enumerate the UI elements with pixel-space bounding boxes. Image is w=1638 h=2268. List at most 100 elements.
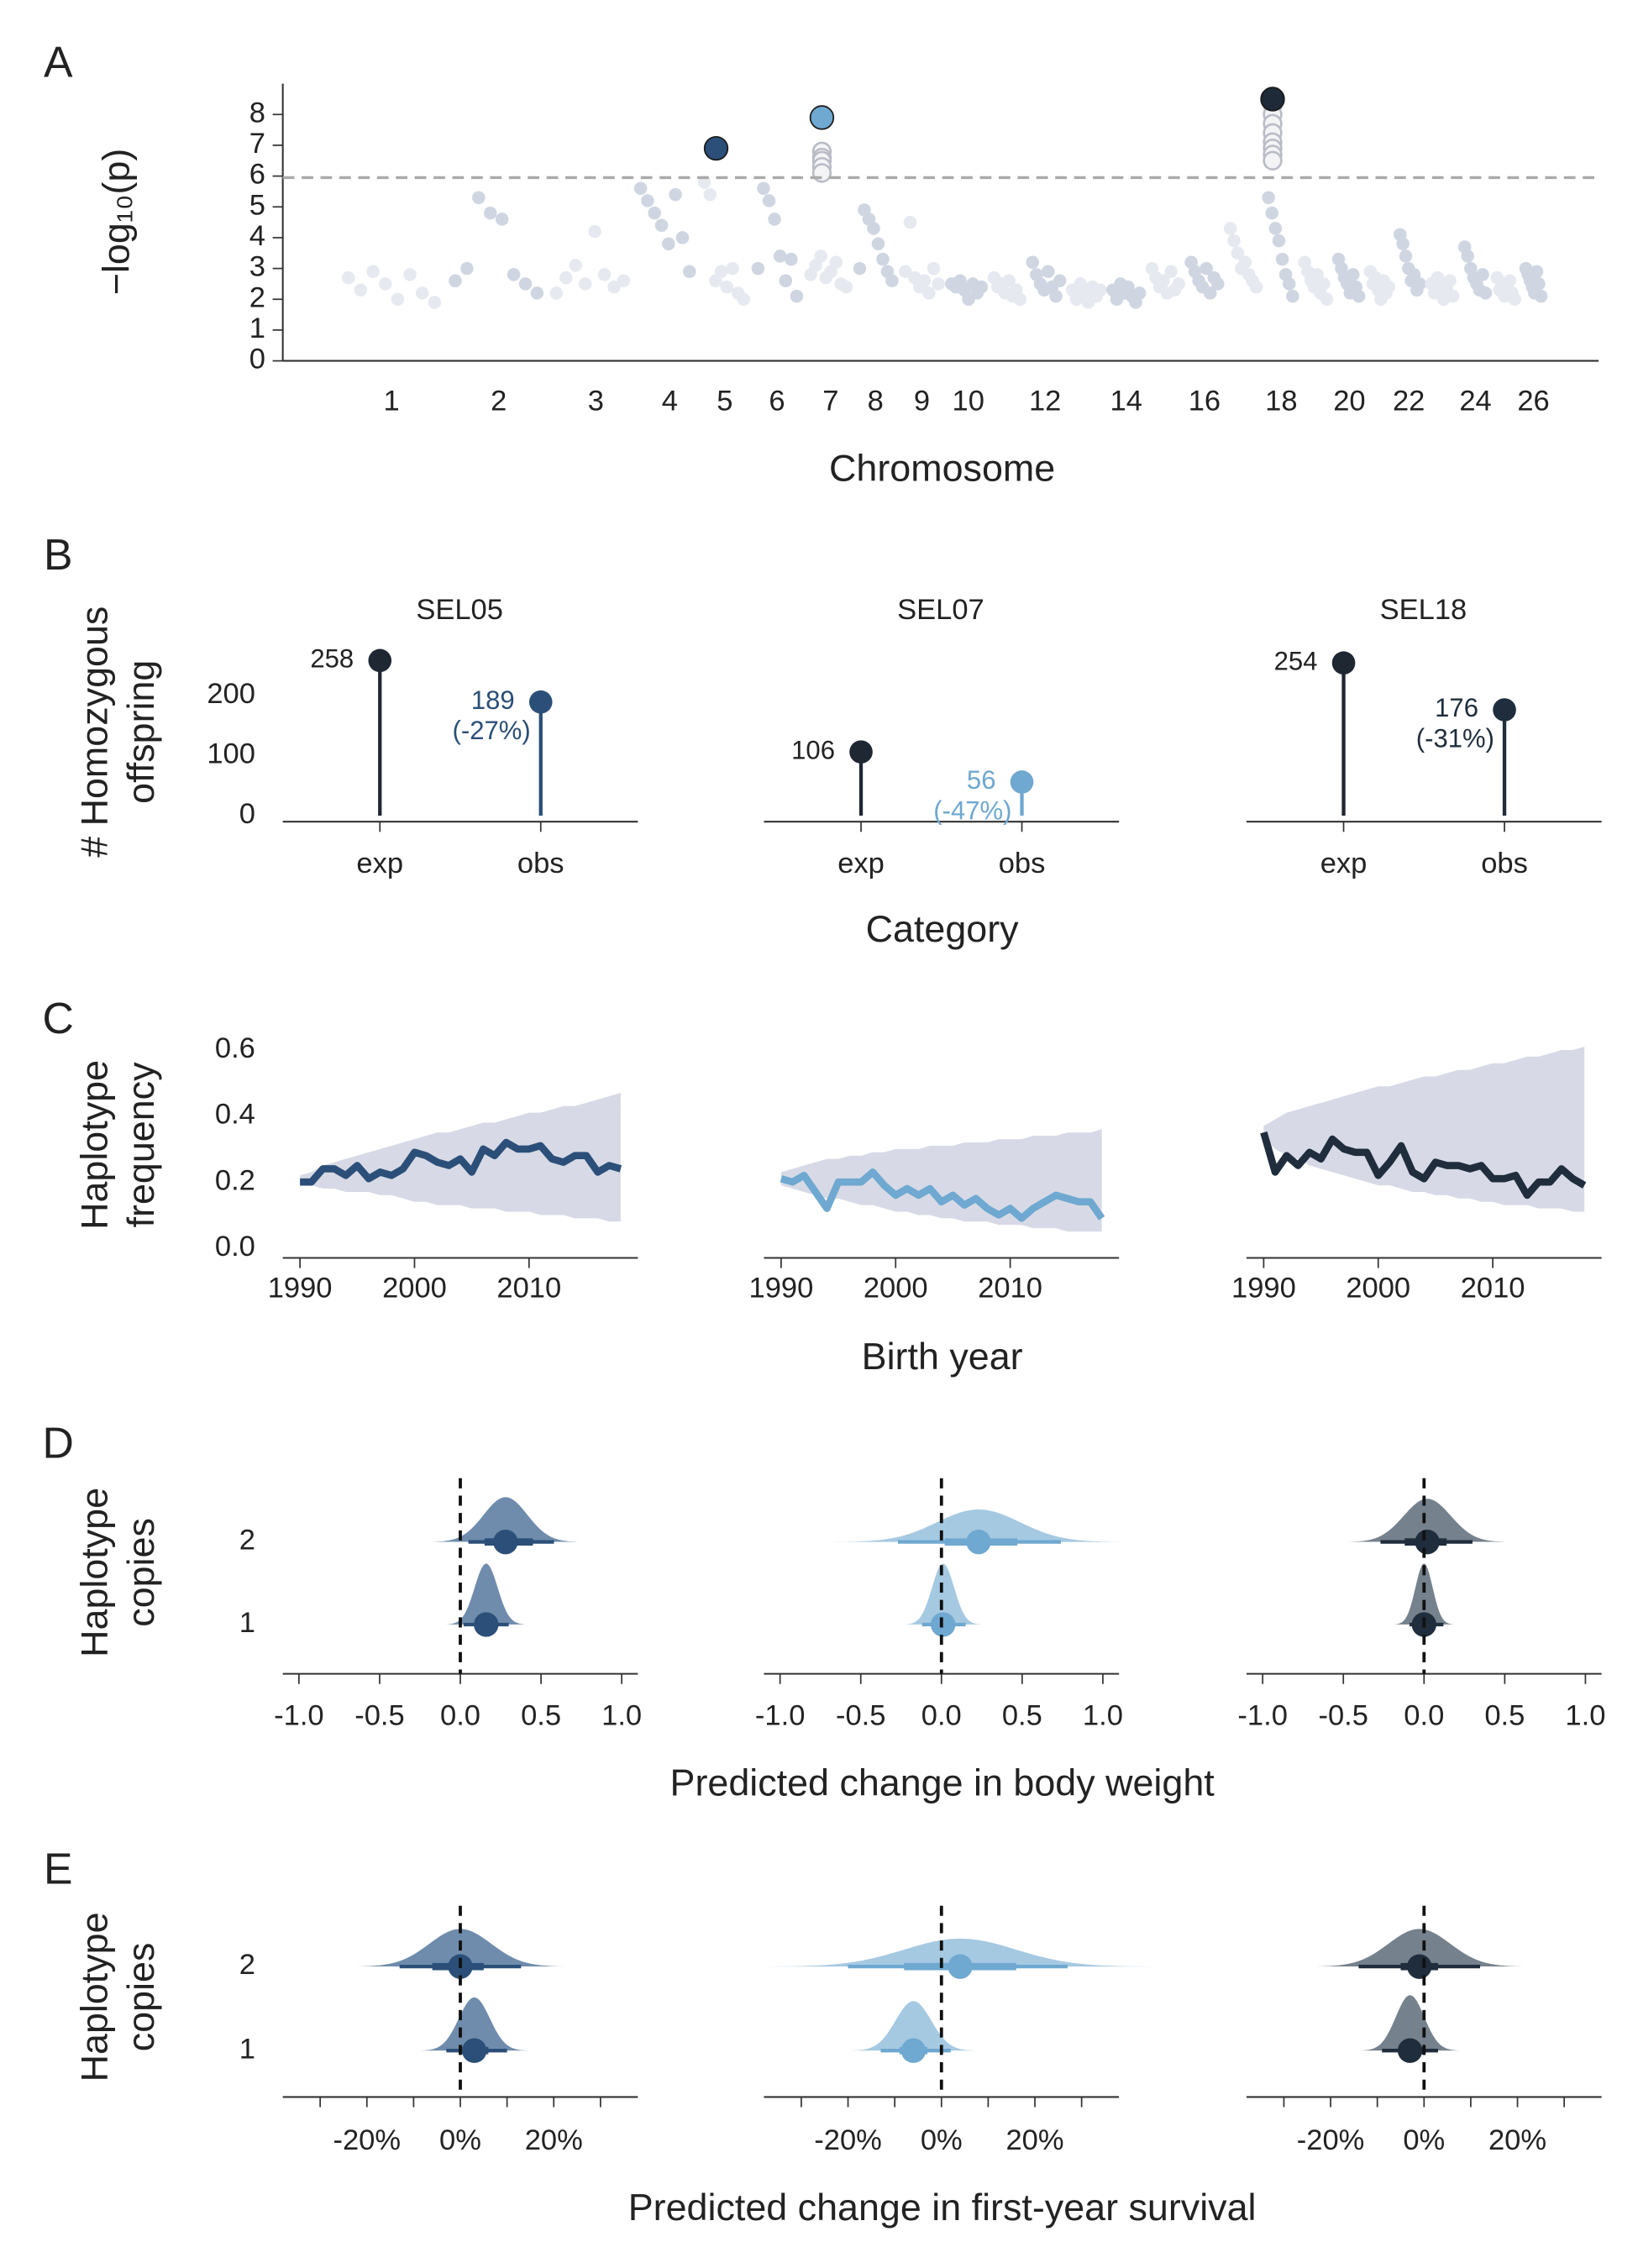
snp-point bbox=[460, 261, 474, 276]
snp-point bbox=[1249, 280, 1263, 294]
snp-point bbox=[675, 231, 690, 244]
frequency-line bbox=[780, 1168, 1105, 1222]
x-tick-label: exp bbox=[356, 848, 403, 879]
point-estimate bbox=[1407, 1954, 1432, 1979]
snp-point bbox=[607, 280, 621, 294]
snp-point bbox=[714, 265, 728, 279]
snp-point bbox=[507, 268, 521, 281]
posterior-density bbox=[1310, 1929, 1528, 1967]
change-label: (-47%) bbox=[933, 795, 1011, 825]
point-estimate bbox=[931, 1612, 956, 1637]
snp-point bbox=[726, 261, 739, 276]
snp-point bbox=[785, 252, 798, 266]
snp-point bbox=[1053, 274, 1067, 288]
x-tick-label: 9 bbox=[914, 386, 930, 417]
x-tick-label: 2010 bbox=[978, 1273, 1042, 1305]
x-tick-label: 26 bbox=[1517, 386, 1549, 417]
y-tick-label: 0.0 bbox=[215, 1231, 255, 1263]
x-tick-label: 2000 bbox=[1346, 1273, 1410, 1305]
snp-point bbox=[903, 215, 917, 229]
snp-point bbox=[597, 268, 612, 281]
snp-point bbox=[495, 213, 509, 226]
x-tick-label: 2010 bbox=[1461, 1273, 1525, 1305]
y-tick-label: 1 bbox=[249, 312, 265, 344]
snp-point bbox=[1310, 268, 1324, 281]
snp-point bbox=[1094, 283, 1107, 297]
snp-point bbox=[669, 187, 682, 202]
x-tick-label: 1.0 bbox=[1083, 1700, 1123, 1732]
x-tick-label: 12 bbox=[1029, 386, 1061, 417]
posterior-density bbox=[1360, 1995, 1461, 2051]
snp-point bbox=[483, 206, 497, 220]
panel-title: SEL18 bbox=[1380, 594, 1467, 626]
snp-point bbox=[737, 292, 751, 307]
snp-point bbox=[1157, 274, 1170, 288]
y-axis-label: Haplotype bbox=[73, 1488, 116, 1657]
x-axis-label: Predicted change in body weight bbox=[670, 1761, 1215, 1803]
x-tick-label: 24 bbox=[1459, 386, 1491, 417]
lollipop-dot bbox=[368, 648, 392, 673]
snp-point bbox=[449, 274, 462, 288]
posterior-density bbox=[832, 1509, 1125, 1542]
snp-point bbox=[341, 270, 355, 285]
snp-point bbox=[1446, 289, 1460, 303]
change-label: (-27%) bbox=[453, 716, 531, 745]
row-label: 2 bbox=[239, 1949, 255, 1981]
lollipop-dot bbox=[1331, 651, 1356, 675]
snp-point bbox=[871, 237, 885, 251]
x-tick-label: 1.0 bbox=[601, 1700, 642, 1732]
value-label: 258 bbox=[310, 644, 354, 674]
panel-title: SEL05 bbox=[416, 594, 503, 626]
snp-point bbox=[559, 270, 573, 285]
snp-point bbox=[932, 277, 945, 291]
posterior-density bbox=[445, 1563, 527, 1625]
snp-point bbox=[1530, 265, 1544, 279]
top-snp bbox=[703, 135, 729, 161]
snp-point bbox=[641, 194, 654, 207]
y-axis-label: −log₁₀(p) bbox=[95, 149, 138, 296]
snp-point bbox=[1532, 277, 1546, 291]
x-tick-label: 0.0 bbox=[440, 1700, 480, 1732]
y-axis-label: frequency bbox=[119, 1062, 162, 1228]
x-tick-label: 2000 bbox=[864, 1273, 928, 1305]
snp-point bbox=[366, 265, 380, 279]
y-tick-label: 3 bbox=[249, 251, 265, 283]
y-axis-label: copies bbox=[119, 1518, 162, 1627]
simulation-band bbox=[1263, 1047, 1585, 1212]
x-tick-label: -20% bbox=[814, 2124, 882, 2156]
snp-point bbox=[885, 274, 899, 288]
snp-point bbox=[1478, 286, 1493, 300]
snp-point bbox=[391, 292, 405, 307]
snp-point bbox=[682, 265, 696, 279]
snp-ring bbox=[1263, 150, 1283, 171]
snp-point bbox=[814, 249, 827, 263]
value-label: 254 bbox=[1274, 646, 1318, 675]
snp-point bbox=[1026, 255, 1039, 270]
snp-point bbox=[530, 286, 544, 300]
y-tick-label: 7 bbox=[249, 128, 265, 160]
y-tick-label: 200 bbox=[207, 678, 255, 710]
x-tick-label: 1990 bbox=[268, 1273, 333, 1305]
snp-point bbox=[617, 274, 631, 288]
snp-point bbox=[1164, 265, 1178, 279]
snp-point bbox=[927, 261, 941, 276]
x-tick-label: 6 bbox=[769, 386, 785, 417]
point-estimate bbox=[474, 1612, 499, 1637]
snp-point bbox=[1223, 222, 1237, 235]
row-label: 1 bbox=[239, 2033, 255, 2065]
snp-point bbox=[768, 213, 781, 226]
point-estimate bbox=[462, 2038, 487, 2063]
snp-point bbox=[1238, 255, 1252, 270]
snp-point bbox=[1461, 249, 1474, 263]
snp-point bbox=[899, 265, 912, 279]
point-estimate bbox=[493, 1529, 518, 1555]
snp-point bbox=[1443, 274, 1457, 288]
snp-point bbox=[403, 268, 417, 281]
x-tick-label: -0.5 bbox=[354, 1700, 404, 1732]
posterior-density bbox=[904, 1563, 983, 1625]
snp-point bbox=[867, 222, 880, 235]
x-tick-label: obs bbox=[517, 848, 564, 879]
y-axis-label: offspring bbox=[119, 660, 162, 804]
x-tick-label: 0.5 bbox=[1484, 1700, 1525, 1732]
y-tick-label: 0.2 bbox=[215, 1164, 255, 1196]
